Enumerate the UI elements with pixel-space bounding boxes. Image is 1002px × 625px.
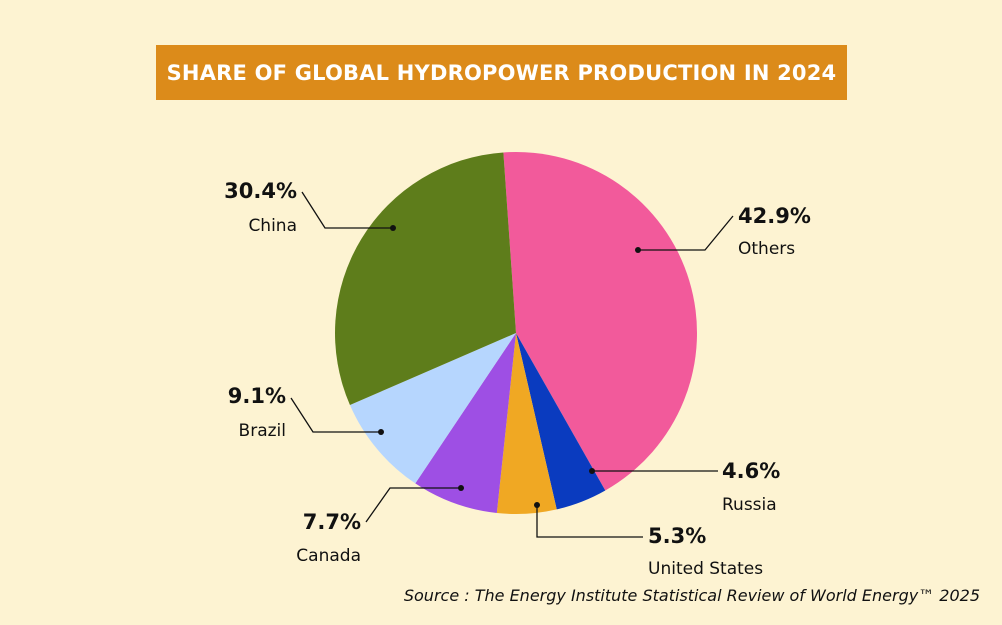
leader-line-canada [365,487,461,523]
pie-slice-others [503,151,697,491]
leader-line-china [301,191,393,229]
leader-lines [290,191,734,538]
chart-title: SHARE OF GLOBAL HYDROPOWER PRODUCTION IN… [166,60,837,85]
value-label-china: 30.4% [224,179,297,203]
pie-slice-united-states [496,333,557,514]
pie-slice-brazil [349,333,516,484]
category-label-china: China [248,216,297,236]
leader-line-united-states [536,505,643,538]
leader-dot-united-states [534,502,540,508]
value-label-united-states: 5.3% [648,524,706,548]
leader-line-brazil [290,397,381,433]
category-label-united-states: United States [648,559,763,579]
value-label-canada: 7.7% [303,510,361,534]
category-label-others: Others [738,239,795,259]
leader-dot-others [635,247,641,253]
category-label-canada: Canada [296,546,361,566]
pie-slice-china [335,152,516,405]
category-label-russia: Russia [722,495,777,515]
leader-dot-russia [589,468,595,474]
pie-slice-canada [415,333,516,513]
leader-dot-china [390,225,396,231]
pie-slices [335,151,697,514]
value-label-brazil: 9.1% [228,384,286,408]
value-label-others: 42.9% [738,204,811,228]
category-label-brazil: Brazil [239,421,286,441]
slice-labels: 42.9% Others 4.6% Russia 5.3% United States 7.… [224,179,811,579]
leader-dot-canada [458,485,464,491]
value-label-russia: 4.6% [722,459,780,483]
leader-dot-brazil [378,429,384,435]
pie-slice-russia [516,333,606,510]
source-note: Source : The Energy Institute Statistica… [403,586,980,605]
chart-title-bar: SHARE OF GLOBAL HYDROPOWER PRODUCTION IN… [156,45,847,100]
leader-line-others [638,215,734,251]
